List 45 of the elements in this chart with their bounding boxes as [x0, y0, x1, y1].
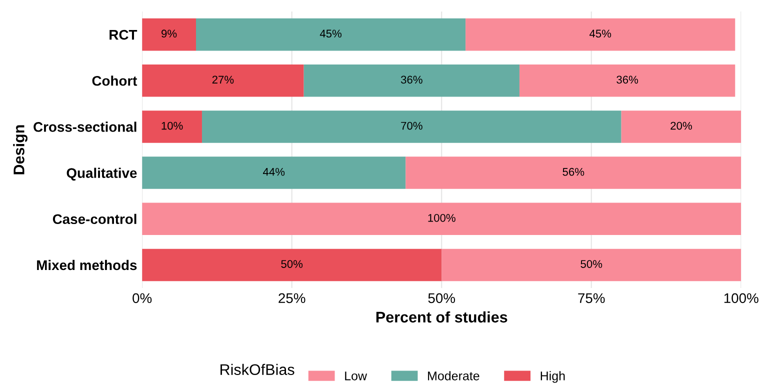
data-label: 45%: [320, 30, 342, 38]
bar: [142, 18, 196, 51]
x-axis-title: Percent of studies: [376, 311, 508, 323]
legend-title: RiskOfBias: [220, 364, 294, 376]
data-label: 27%: [212, 76, 234, 84]
y-tick-label: Cross-sectional: [34, 122, 136, 132]
data-label: 44%: [263, 168, 285, 176]
data-label: 36%: [616, 76, 638, 84]
data-label: 10%: [162, 122, 183, 130]
bar: [142, 248, 442, 282]
bar: [621, 110, 742, 143]
x-tick-label: 75%: [578, 293, 605, 304]
bar: [304, 64, 520, 97]
bar: [442, 248, 742, 282]
data-label: 20%: [670, 122, 692, 130]
x-tick-label: 0%: [132, 293, 152, 304]
x-tick-label: 50%: [428, 293, 456, 304]
y-axis-title: Design: [13, 125, 28, 174]
y-tick-label: Mixed methods: [37, 260, 137, 270]
y-tick-label: Qualitative: [66, 168, 137, 181]
y-tick-label: RCT: [110, 30, 138, 40]
x-tick-label: 100%: [724, 293, 758, 304]
data-label: 36%: [400, 76, 422, 84]
legend-label: Low: [345, 372, 368, 380]
legend-label: Moderate: [428, 371, 480, 380]
data-label: 70%: [401, 122, 422, 130]
bar: [142, 110, 202, 143]
bar: [406, 156, 742, 189]
data-label: 56%: [562, 168, 584, 176]
data-label: 100%: [428, 214, 456, 222]
data-label: 45%: [589, 30, 612, 38]
data-label: 9%: [162, 30, 177, 38]
data-label: 50%: [281, 260, 303, 268]
x-tick-label: 25%: [278, 293, 306, 304]
bar: [519, 64, 736, 97]
bar: [196, 18, 466, 51]
bar: [142, 202, 742, 236]
bar: [142, 156, 406, 189]
y-tick-label: Cohort: [92, 76, 138, 86]
bar: [202, 110, 622, 143]
data-label: 50%: [580, 260, 602, 268]
bar: [142, 64, 304, 97]
bar: [466, 18, 736, 51]
y-tick-label: Case-control: [52, 214, 136, 224]
legend-label: High: [540, 371, 565, 383]
